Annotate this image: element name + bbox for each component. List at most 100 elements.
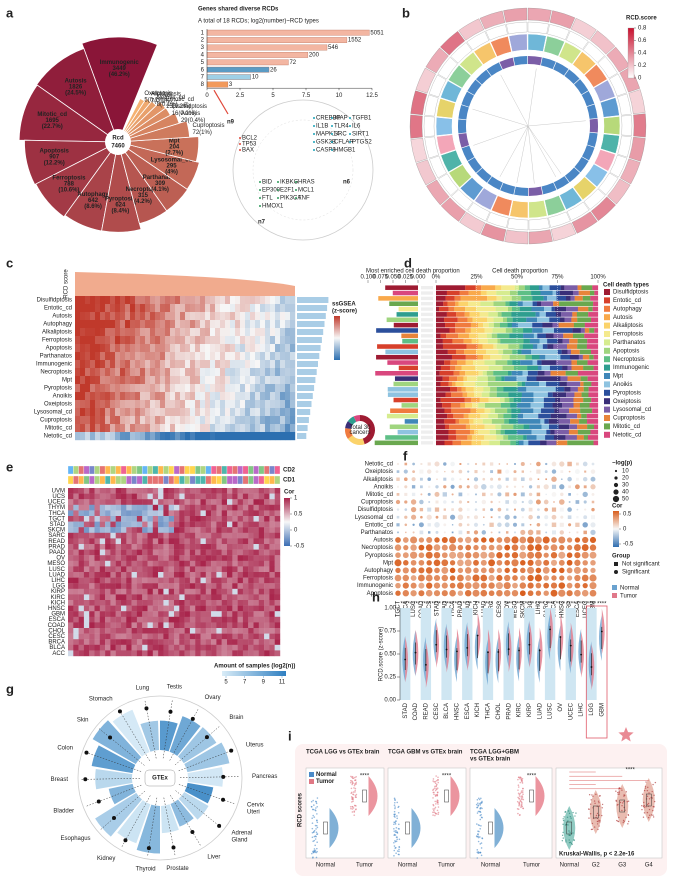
violin [477, 612, 481, 659]
heat-cell [152, 639, 159, 645]
stack-segment [468, 290, 481, 296]
heat-cell [150, 360, 156, 369]
stack-segment [533, 333, 538, 339]
dot [457, 582, 464, 589]
stack-segment [503, 386, 518, 392]
heat-cell [245, 344, 251, 353]
heat-cell [285, 384, 291, 393]
enriched-bar [393, 322, 418, 328]
heat-cell [115, 566, 122, 573]
heat-cell [105, 622, 111, 629]
heat-cell [175, 424, 181, 433]
dot-ns [420, 485, 423, 489]
outer-ring [590, 30, 616, 55]
row-label: Mpt [383, 560, 393, 566]
dot [581, 544, 589, 552]
dot [511, 544, 519, 551]
heat-cell [163, 510, 169, 517]
heat-cell [275, 336, 281, 345]
heat-cell [255, 376, 261, 385]
point [647, 816, 650, 819]
heat-cell [225, 376, 231, 385]
stack-segment [588, 306, 593, 312]
stack-segment [504, 376, 517, 381]
heat-cell [211, 555, 217, 561]
heat-cell [200, 352, 206, 361]
dot [410, 559, 417, 566]
normal-point [475, 803, 478, 806]
heat-cell [120, 352, 126, 361]
legend-swatch [604, 314, 610, 321]
heat-cell [274, 510, 281, 517]
heat-cell [242, 488, 249, 494]
annotation-cell [184, 475, 191, 485]
heat-cell [175, 328, 181, 337]
normal-point [393, 849, 396, 852]
heat-cell [168, 644, 175, 651]
radial-bar [91, 745, 136, 774]
stack-segment [590, 296, 599, 301]
heat-cell [152, 504, 159, 511]
heat-cell [94, 622, 100, 629]
heat-cell [195, 360, 201, 369]
heat-cell [115, 360, 121, 369]
row-label: Apoptosis [46, 346, 72, 352]
heat-cell [160, 344, 166, 353]
heat-cell [227, 588, 233, 595]
heat-cell [89, 605, 95, 612]
heat-cell [227, 555, 233, 561]
heat-cell [248, 532, 254, 539]
heat-cell [126, 527, 132, 533]
tumor-point [522, 798, 525, 801]
heat-cell [179, 583, 185, 589]
heat-cell [125, 328, 131, 337]
stack-segment [558, 408, 570, 414]
heat-cell [147, 504, 153, 511]
heat-cell [170, 408, 176, 417]
heat-cell [175, 400, 181, 409]
heat-cell [237, 577, 244, 584]
heat-cell [152, 588, 159, 595]
heat-cell [220, 408, 226, 417]
heat-cell [145, 384, 151, 393]
significance: **** [514, 602, 524, 608]
heat-cell [136, 555, 143, 561]
label-ring [507, 217, 529, 231]
dot-ns [482, 492, 486, 497]
x-tick-label: ESCA [465, 703, 471, 719]
y-label: RCD.score (z-score) [379, 627, 385, 682]
tile-ring [459, 177, 484, 201]
slice-name: Cuproptosis [192, 123, 224, 129]
dot-ns [551, 484, 557, 489]
heat-cell [73, 499, 79, 505]
heat-cell [90, 304, 96, 313]
point [601, 803, 604, 806]
point [96, 799, 101, 804]
dot [543, 582, 550, 589]
heat-cell [145, 336, 151, 345]
heat-cell [210, 376, 216, 385]
stack-segment [458, 301, 469, 307]
heat-cell [175, 416, 181, 425]
heat-cell [110, 644, 116, 651]
normal-point [393, 834, 396, 837]
heat-cell [136, 616, 143, 623]
heat-cell [145, 344, 151, 353]
heat-cell [255, 336, 261, 345]
heat-cell [248, 600, 254, 606]
stack-segment [513, 397, 522, 403]
heat-cell [110, 521, 116, 528]
stack-segment [499, 322, 508, 328]
heat-cell [242, 521, 249, 528]
tile-ring [447, 64, 472, 89]
violin [570, 622, 574, 669]
heat-cell [158, 493, 164, 500]
heat-cell [163, 639, 169, 645]
heat-cell [264, 555, 270, 561]
dot-ns [520, 477, 525, 482]
stack-segment [483, 354, 491, 360]
dot [543, 590, 549, 596]
stack-segment [436, 429, 449, 435]
normal-point [480, 854, 483, 857]
normal-point [396, 815, 398, 817]
